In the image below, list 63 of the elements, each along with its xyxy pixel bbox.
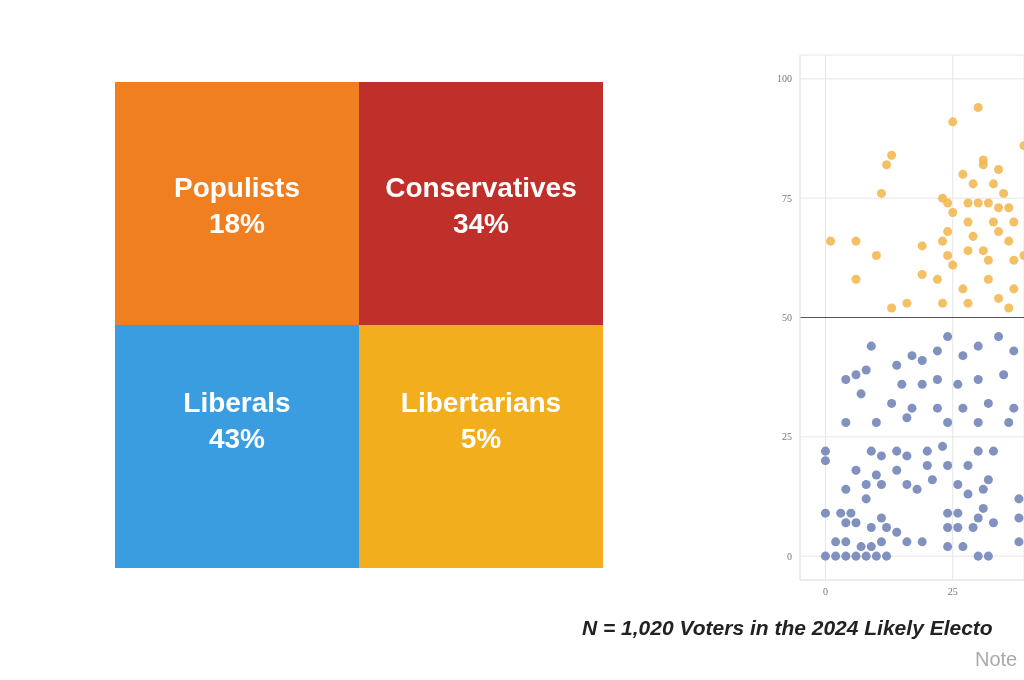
point: [887, 150, 897, 160]
text: Note: [975, 648, 1018, 671]
data-label: 5%: [460, 422, 502, 456]
point: [871, 250, 881, 260]
point: [994, 165, 1004, 175]
point: [948, 207, 958, 218]
point: [882, 160, 892, 170]
y-tick-label: 75: [782, 192, 792, 204]
point: [988, 217, 998, 227]
category-label: Conservatives: [385, 171, 577, 205]
point: [917, 270, 927, 280]
point: [988, 179, 998, 189]
point: [851, 236, 861, 246]
point: [1004, 203, 1014, 213]
point: [1004, 303, 1014, 313]
point: [938, 236, 948, 246]
category-label: Libertarians: [400, 386, 562, 420]
y-tick-label: 0: [787, 550, 792, 562]
point: [963, 298, 973, 308]
point: [978, 246, 988, 256]
point: [994, 293, 1004, 303]
data-label: 43%: [208, 422, 266, 456]
point: [958, 284, 968, 294]
point: [1009, 255, 1019, 265]
point: [1009, 217, 1019, 227]
point: [973, 198, 983, 208]
y-tick-label: 100: [777, 73, 792, 85]
point: [978, 160, 988, 170]
point: [958, 169, 968, 179]
data-label: 18%: [208, 207, 266, 241]
point: [968, 179, 978, 189]
point: [963, 217, 973, 227]
category-label: Liberals: [183, 386, 291, 420]
point: [943, 250, 953, 260]
y-tick-label: 50: [782, 312, 792, 324]
point: [943, 198, 953, 208]
point: [994, 227, 1004, 237]
point: [851, 274, 861, 284]
point: [994, 203, 1004, 213]
point: [887, 303, 897, 313]
point: [983, 198, 993, 208]
point: [963, 198, 973, 208]
point: [948, 260, 958, 270]
point: [963, 246, 973, 256]
point: [968, 231, 978, 241]
point: [902, 298, 912, 308]
point: [932, 274, 942, 284]
point: [938, 298, 948, 308]
data-label: 34%: [452, 207, 510, 241]
point: [948, 117, 958, 127]
y-tick-label: 25: [782, 431, 792, 443]
category-label: Populists: [173, 171, 300, 205]
point: [999, 188, 1009, 198]
point: [1009, 284, 1019, 294]
point: [983, 255, 993, 265]
point: [943, 227, 953, 237]
point: [826, 236, 836, 246]
text: N = 1,020 Voters in the 2024 Likely Electo: [582, 616, 993, 640]
point: [973, 102, 983, 113]
point: [1004, 236, 1014, 246]
point: [917, 241, 927, 251]
point: [876, 188, 886, 198]
point: [983, 274, 993, 284]
